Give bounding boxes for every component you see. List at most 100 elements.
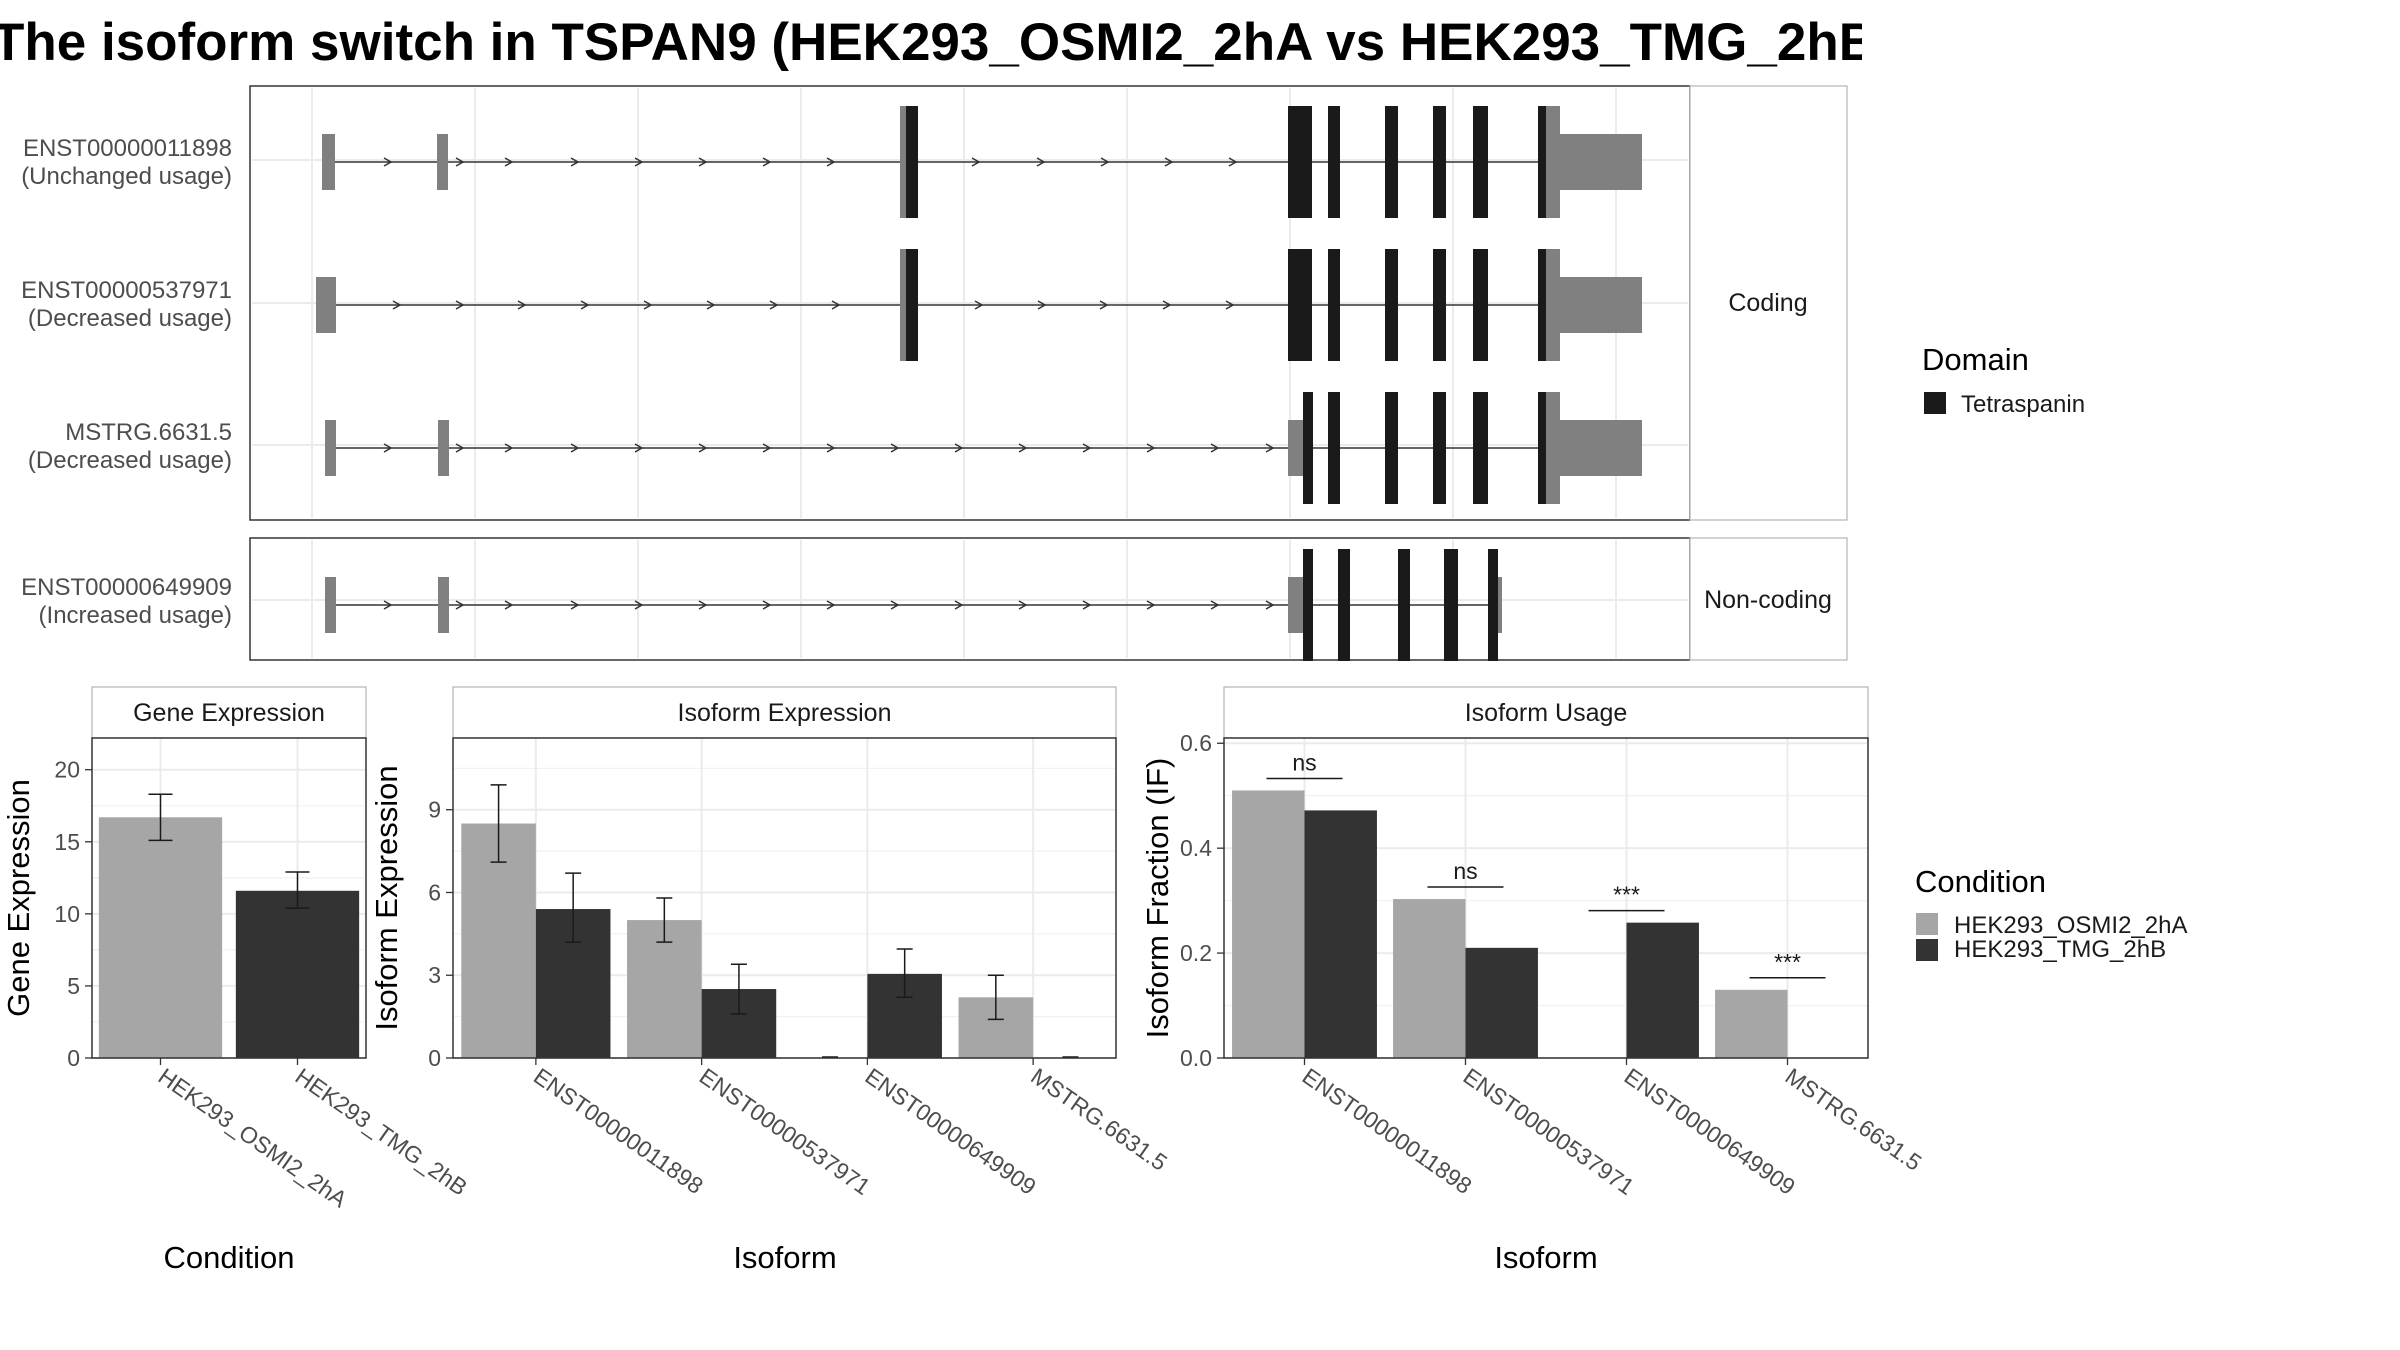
isoform-usage-strip [1223,686,1869,739]
strand-arrow [392,300,402,310]
isoform-usage-xtick-label: MSTRG.6631.5 [1781,1063,1927,1176]
isoform-expression-yaxis-title: Isoform Expression [369,765,404,1030]
transcript-label-id: ENST00000649909 [21,574,232,601]
strand-arrow [1162,300,1172,310]
strand-arrow [570,157,580,167]
domain-exon [1488,549,1498,661]
strand-arrow [504,157,514,167]
condition-legend-key-tmg [1916,939,1938,961]
isoform-usage-bar [1393,899,1466,1058]
strand-arrow [1146,443,1156,453]
strand-arrow [1082,443,1092,453]
utr-exon [325,420,336,476]
isoform-usage-ytick-label: 0.4 [1180,835,1212,861]
strand-arrow [570,600,580,610]
strand-arrow [971,157,981,167]
strand-arrow [698,157,708,167]
isoform-usage-bar [1232,790,1305,1058]
isoform-usage-bar [1304,810,1377,1058]
isoform-expression-xtick-label: MSTRG.6631.5 [1026,1063,1172,1176]
strand-arrow [634,600,644,610]
gene-expression-yaxis-title: Gene Expression [1,779,36,1017]
facet-label-noncoding: Non-coding [1704,586,1832,614]
structure-panel: Coding Non-coding ENST00000011898 (Uncha… [21,85,2085,661]
strand-arrow [706,300,716,310]
strand-arrow [1018,443,1028,453]
strand-arrow [826,443,836,453]
isoform-usage-xtick-label: ENST00000011898 [1298,1063,1477,1199]
strand-arrow [1265,600,1275,610]
strand-arrow [580,300,590,310]
domain-exon [1433,392,1446,504]
strand-arrow [1146,600,1156,610]
gene-expression-strip [91,686,367,739]
strand-arrow [1100,157,1110,167]
strand-arrow [698,443,708,453]
strand-arrow [455,600,465,610]
utr-exon [900,106,906,218]
isoform-usage-xtick-label: ENST00000537971 [1459,1063,1639,1200]
gene-expression-bar [235,890,360,1058]
transcript-label-status: (Increased usage) [39,602,232,629]
domain-exon [1538,392,1546,504]
utr-exon [1560,277,1642,333]
isoform-expression-xtick-label: ENST00000649909 [861,1063,1041,1200]
gene-expression-xaxis-title: Condition [164,1240,295,1275]
utr-exon [437,134,448,190]
gene-expression-border [91,737,367,1059]
utr-exon [1546,249,1560,361]
strand-arrow [1228,157,1238,167]
strand-arrow [769,300,779,310]
domain-exon [1473,392,1488,504]
strand-arrow [517,300,527,310]
domain-legend-label: Tetraspanin [1961,391,2085,418]
isoform-usage-xaxis-title: Isoform [1494,1240,1597,1275]
isoform-expression-xtick-label: ENST00000537971 [695,1063,875,1200]
strand-arrow [762,443,772,453]
isoform-expression-ytick-label: 0 [428,1045,441,1071]
transcript-label-id: ENST00000011898 [23,135,232,162]
strand-arrow [634,157,644,167]
strand-arrow [1210,443,1220,453]
strand-arrow [954,443,964,453]
strand-arrow [698,600,708,610]
isoform-usage-xtick-label: ENST00000649909 [1620,1063,1800,1200]
structure-tracks [316,106,1642,661]
isoform-usage-panel: Isoform Usage 0.0 0.2 0.4 0.6 ns ns *** *** ENST0… [1140,686,1927,1275]
isoform-expression-ytick-label: 9 [428,797,441,823]
isoform-expression-ytick-label: 6 [428,879,441,905]
isoform-expression-bar [627,920,702,1058]
strand-arrow [831,300,841,310]
figure-title: The isoform switch in TSPAN9 (HEK293_OSM… [0,13,1862,72]
strand-arrow [1210,600,1220,610]
utr-exon [1560,420,1642,476]
transcript-label-status: (Decreased usage) [28,447,232,474]
gene-expression-ytick-label: 10 [54,901,80,927]
facet-strip-coding [1689,85,1848,521]
strand-arrow [383,600,393,610]
utr-exon [1560,134,1642,190]
facet-strip-noncoding [1689,537,1848,661]
domain-exon [1328,249,1340,361]
condition-legend-key-osmi [1916,913,1938,935]
utr-exon [438,577,449,633]
strand-arrow [455,157,465,167]
domain-exon [1433,106,1446,218]
domain-exon [1385,106,1398,218]
gene-expression-bar [98,817,223,1058]
strand-arrow [383,443,393,453]
strand-arrow [1265,443,1275,453]
isoform-usage-bar [1465,947,1538,1058]
domain-exon [1385,392,1398,504]
isoform-usage-significance-label: *** [1774,949,1801,975]
utr-exon [1496,577,1502,633]
utr-exon [1546,392,1560,504]
isoform-expression-strip [452,686,1117,739]
domain-exon [1473,249,1488,361]
transcript-label-status: (Decreased usage) [28,305,232,332]
strand-arrow [762,157,772,167]
transcript-label-id: MSTRG.6631.5 [65,419,232,446]
strand-arrow [504,443,514,453]
strand-arrow [974,300,984,310]
transcript-label-status: (Unchanged usage) [21,163,232,190]
